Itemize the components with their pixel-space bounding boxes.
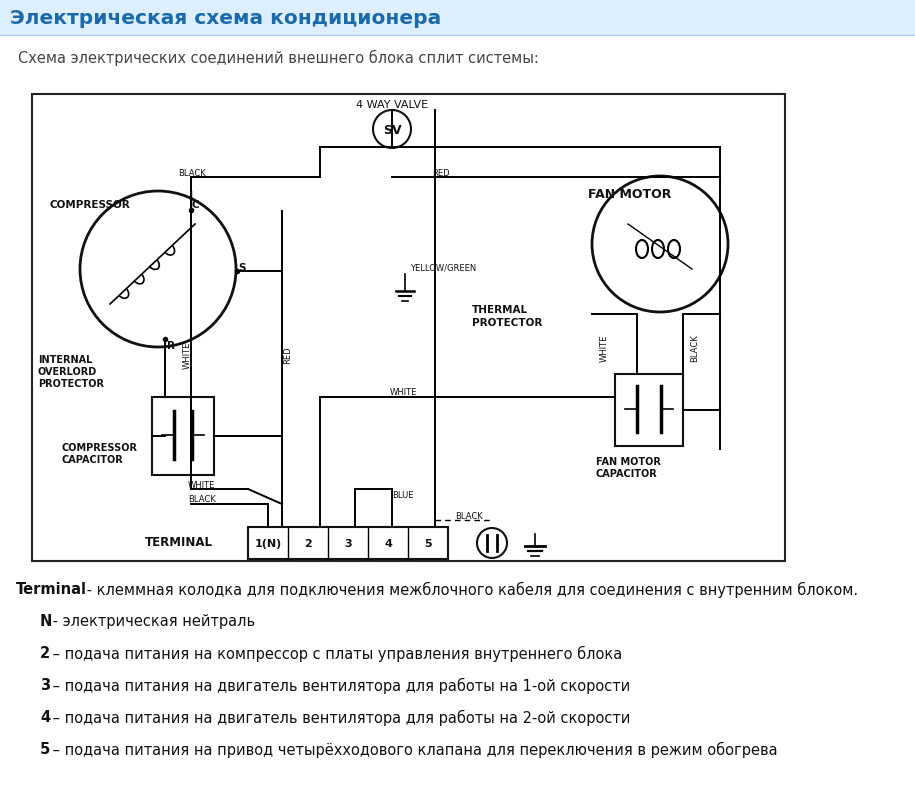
Text: 4 WAY VALVE: 4 WAY VALVE — [356, 100, 428, 109]
Text: – подача питания на двигатель вентилятора для работы на 2-ой скорости: – подача питания на двигатель вентилятор… — [48, 709, 630, 725]
Text: WHITE: WHITE — [600, 334, 609, 361]
Text: BLUE: BLUE — [392, 491, 414, 500]
Text: 1(N): 1(N) — [254, 539, 282, 548]
Text: BLACK: BLACK — [690, 333, 699, 362]
Text: - электрическая нейтраль: - электрическая нейтраль — [48, 614, 255, 629]
Text: RED: RED — [283, 345, 292, 363]
Text: PROTECTOR: PROTECTOR — [472, 318, 543, 328]
Text: COMPRESSOR: COMPRESSOR — [50, 200, 131, 210]
Text: R: R — [167, 341, 175, 350]
Text: YELLOW/GREEN: YELLOW/GREEN — [410, 264, 476, 272]
Text: COMPRESSOR: COMPRESSOR — [62, 443, 138, 453]
Bar — [32, 95, 785, 561]
Text: TERMINAL: TERMINAL — [145, 536, 213, 549]
Text: S: S — [238, 263, 245, 272]
Bar — [152, 397, 214, 475]
Text: C: C — [192, 200, 199, 210]
Text: FAN MOTOR: FAN MOTOR — [588, 188, 672, 201]
Text: 5: 5 — [425, 539, 432, 548]
Circle shape — [477, 528, 507, 558]
Text: 3: 3 — [344, 539, 351, 548]
Text: SV: SV — [382, 123, 402, 136]
Text: – подача питания на двигатель вентилятора для работы на 1-ой скорости: – подача питания на двигатель вентилятор… — [48, 677, 630, 693]
Text: – подача питания на привод четырёхходового клапана для переключения в режим обог: – подача питания на привод четырёхходово… — [48, 741, 778, 757]
Text: CAPACITOR: CAPACITOR — [596, 469, 658, 478]
Text: WHITE: WHITE — [390, 388, 417, 397]
Text: WHITE: WHITE — [183, 341, 192, 368]
Text: 5: 5 — [40, 741, 50, 757]
Text: BLACK: BLACK — [178, 169, 206, 178]
Text: INTERNAL: INTERNAL — [38, 354, 92, 365]
Text: 2: 2 — [40, 646, 50, 661]
Text: – подача питания на компрессор с платы управления внутреннего блока: – подача питания на компрессор с платы у… — [48, 645, 622, 661]
Text: Схема электрических соединений внешнего блока сплит системы:: Схема электрических соединений внешнего … — [18, 49, 539, 66]
Text: THERMAL: THERMAL — [472, 305, 528, 315]
Text: FAN MOTOR: FAN MOTOR — [596, 457, 661, 466]
Text: PROTECTOR: PROTECTOR — [38, 379, 104, 388]
Circle shape — [373, 111, 411, 148]
Text: - клеммная колодка для подключения межблочного кабеля для соединения с внутренни: - клеммная колодка для подключения межбл… — [81, 581, 857, 598]
Text: Электрическая схема кондиционера: Электрическая схема кондиционера — [10, 8, 441, 28]
Bar — [615, 375, 683, 446]
Text: 4: 4 — [384, 539, 392, 548]
Text: BLACK: BLACK — [188, 495, 216, 504]
Bar — [248, 527, 448, 560]
Text: 3: 3 — [40, 678, 50, 693]
Text: WHITE: WHITE — [188, 481, 215, 490]
Text: CAPACITOR: CAPACITOR — [62, 454, 124, 465]
Text: RED: RED — [432, 169, 449, 178]
Text: Terminal: Terminal — [16, 581, 87, 597]
Bar — [0, 0, 915, 36]
Text: BLACK: BLACK — [455, 512, 483, 521]
Circle shape — [80, 191, 236, 348]
Text: 2: 2 — [304, 539, 312, 548]
Text: N: N — [40, 614, 52, 629]
Circle shape — [592, 177, 728, 312]
Text: 4: 4 — [40, 710, 50, 724]
Text: OVERLORD: OVERLORD — [38, 367, 97, 376]
